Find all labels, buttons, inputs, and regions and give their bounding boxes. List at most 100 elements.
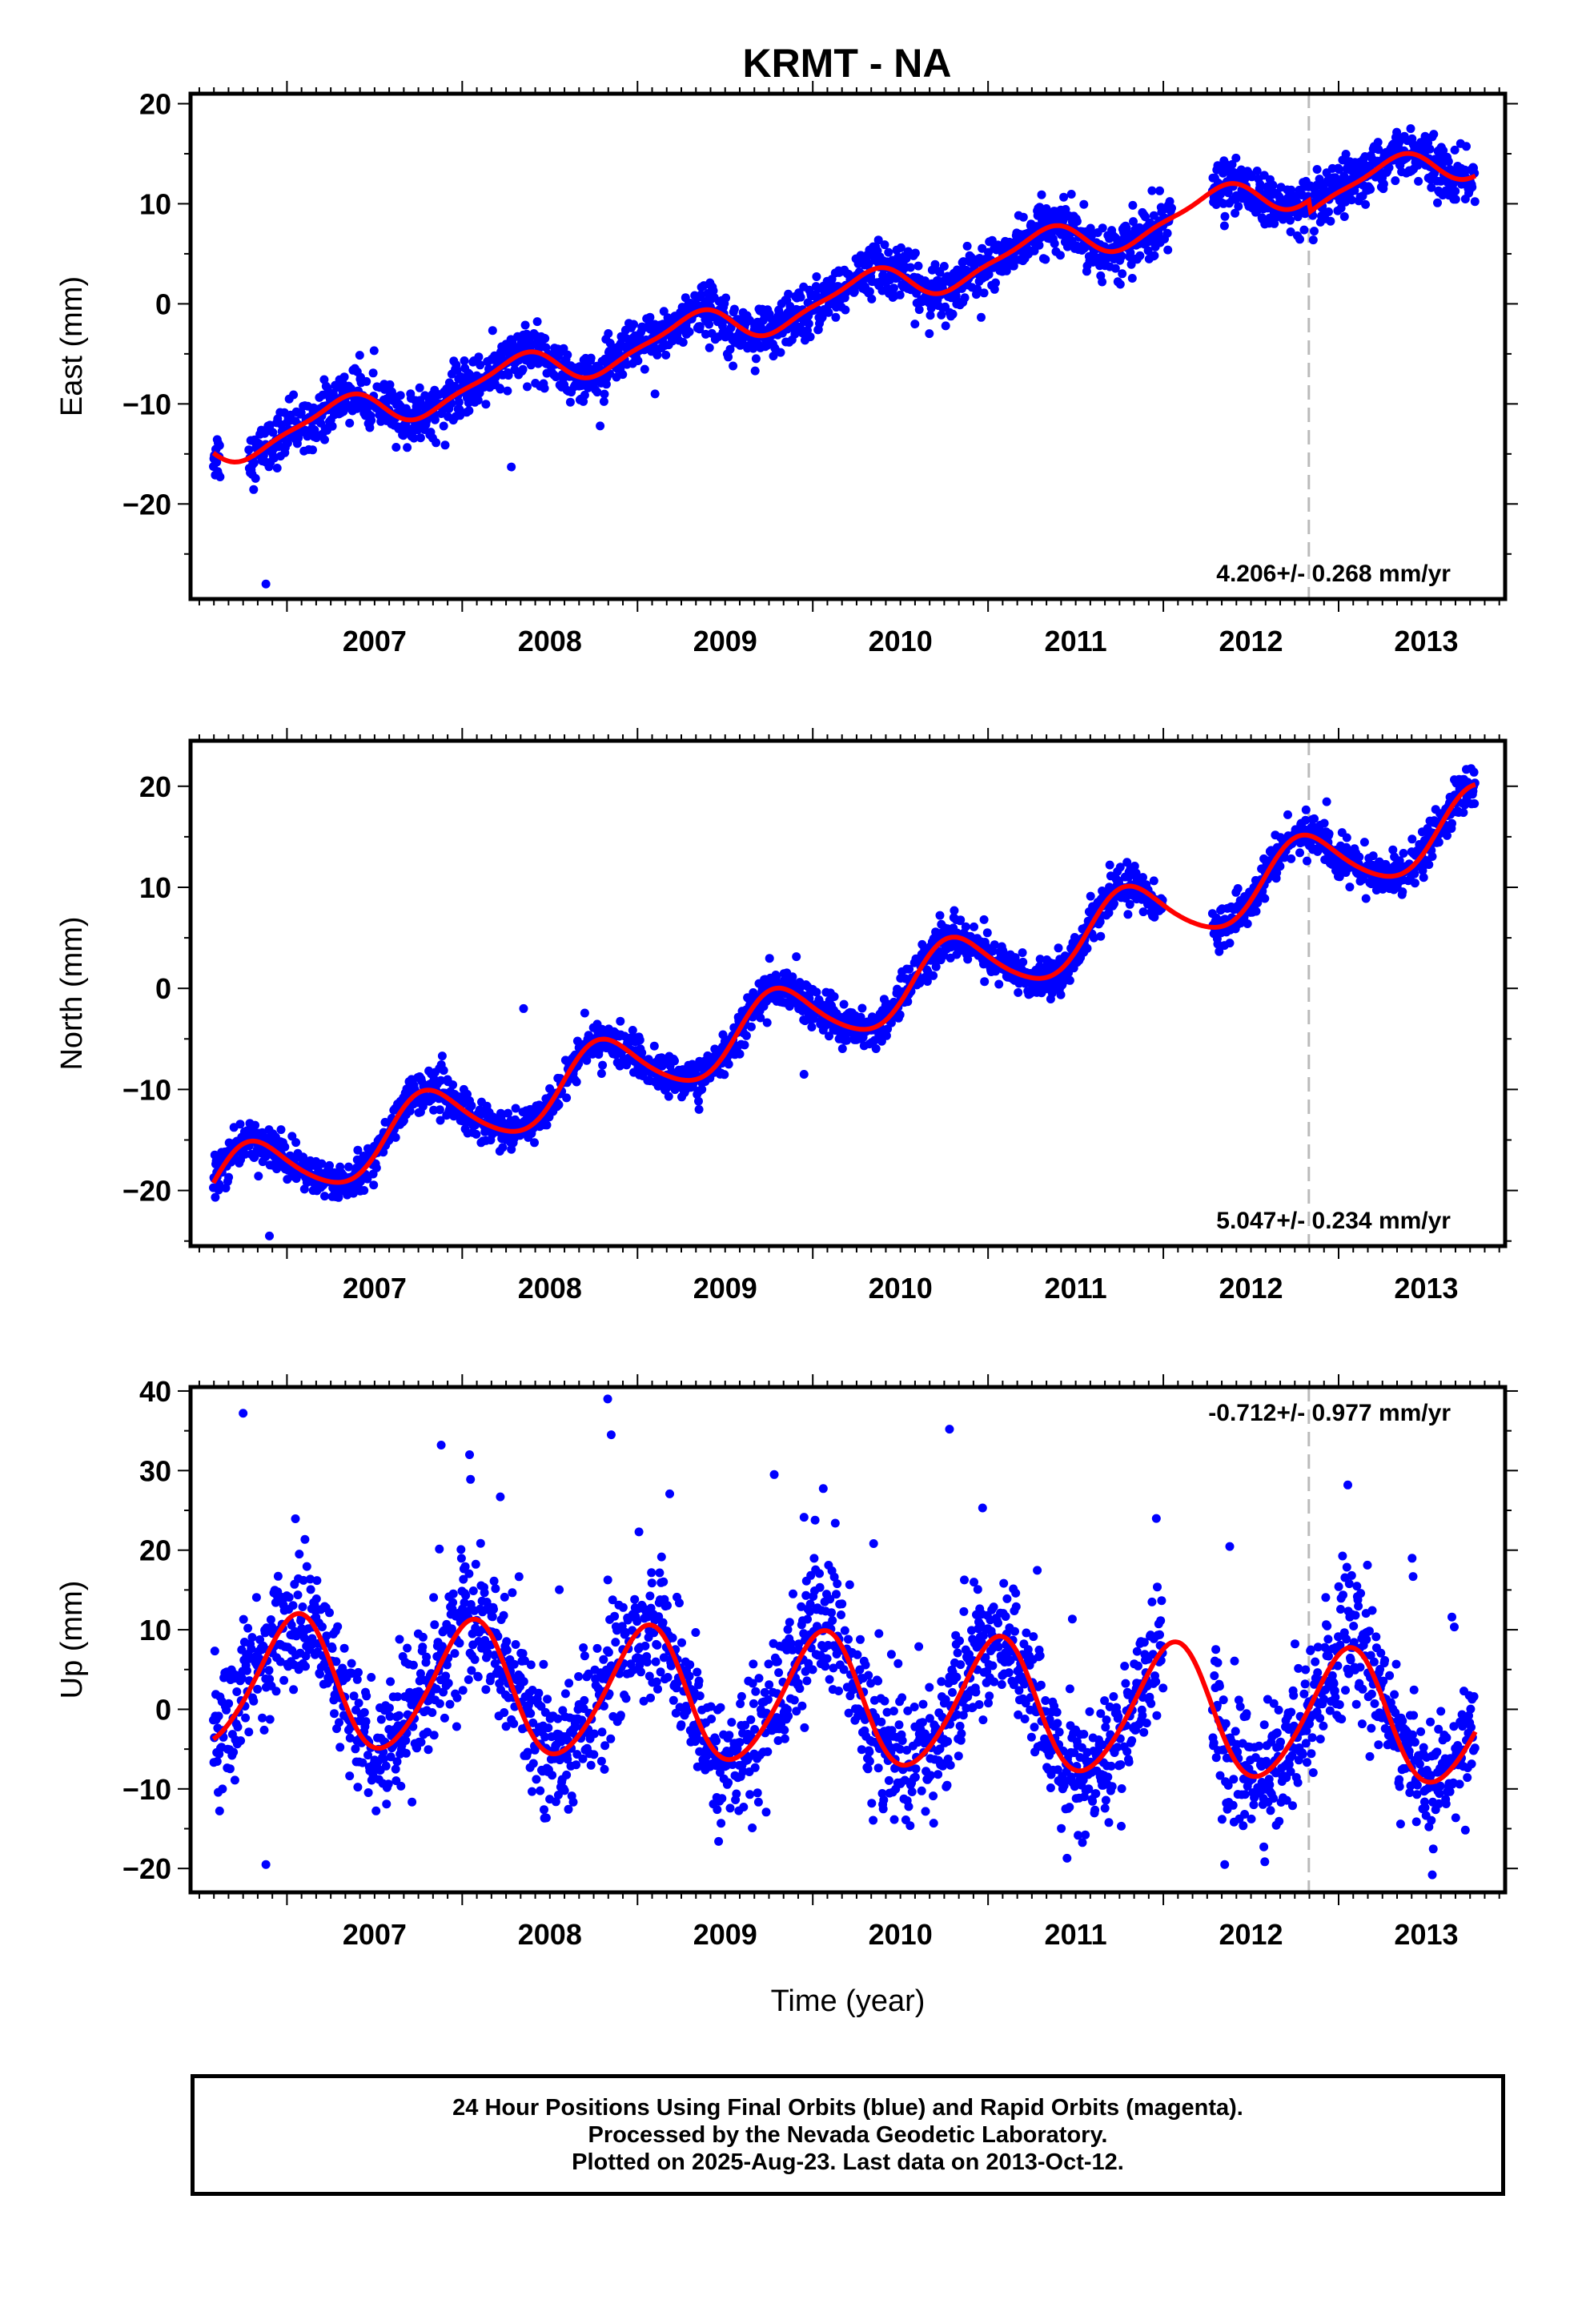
data-point: [1247, 172, 1257, 182]
x-tick-label: 2013: [1394, 625, 1458, 657]
data-point: [896, 243, 905, 252]
data-point: [405, 1106, 415, 1116]
data-point: [1050, 239, 1059, 248]
data-point: [970, 922, 978, 931]
data-point: [720, 1070, 729, 1080]
data-point: [518, 364, 528, 374]
data-point: [1469, 767, 1479, 777]
data-point: [1429, 130, 1439, 139]
data-point: [1167, 203, 1176, 213]
x-tick-label: 2007: [343, 1272, 407, 1305]
data-point: [805, 332, 815, 342]
x-tick-label: 2009: [693, 1272, 757, 1305]
data-point: [1373, 138, 1383, 147]
data-point: [1406, 124, 1415, 134]
data-point: [1286, 215, 1295, 225]
velocity-rate-label: 5.047+/- 0.234 mm/yr: [1216, 1208, 1451, 1234]
data-point: [254, 1172, 263, 1181]
data-point: [678, 338, 688, 347]
data-point: [637, 1048, 647, 1058]
data-point: [1398, 887, 1407, 897]
data-point: [1220, 211, 1230, 221]
panel-east: 2007 2008 2009 2010 2011 2012 2013−20−1001020E…: [55, 81, 1518, 657]
data-point: [464, 406, 474, 416]
data-point: [409, 433, 419, 443]
data-point: [1059, 192, 1069, 202]
data-point: [1143, 246, 1153, 255]
data-point: [1468, 183, 1477, 192]
data-point: [734, 315, 744, 324]
data-point: [1054, 943, 1063, 953]
data-point: [1047, 988, 1057, 998]
data-point: [812, 987, 821, 997]
data-point: [941, 321, 950, 331]
data-point: [436, 1076, 446, 1085]
data-point: [922, 977, 932, 986]
data-point: [935, 911, 945, 920]
data-point: [697, 290, 705, 300]
data-point: [1359, 838, 1369, 847]
data-point: [1041, 255, 1050, 264]
data-point: [961, 922, 970, 931]
data-point: [484, 364, 493, 374]
data-point: [1414, 176, 1423, 186]
data-point: [721, 293, 731, 303]
data-point: [994, 979, 1004, 989]
data-point: [1303, 856, 1311, 866]
data-point: [363, 1174, 372, 1184]
data-point: [540, 384, 549, 393]
data-point: [1018, 948, 1027, 958]
data-point: [1105, 860, 1114, 870]
data-point: [724, 1059, 733, 1069]
data-point: [635, 1035, 644, 1045]
data-point: [895, 290, 905, 300]
data-point: [251, 473, 260, 483]
data-point: [735, 1049, 745, 1059]
data-point: [990, 940, 999, 950]
data-point: [1399, 849, 1408, 858]
data-point: [580, 1008, 589, 1018]
data-point: [415, 383, 424, 392]
data-point: [460, 356, 469, 365]
data-point: [1410, 879, 1419, 888]
data-point: [592, 388, 602, 397]
data-point: [1098, 223, 1107, 233]
y-axis-label: North (mm): [55, 916, 89, 1070]
data-point: [540, 334, 550, 344]
data-point: [1391, 176, 1400, 186]
data-point: [1335, 165, 1344, 175]
data-point: [265, 420, 275, 430]
data-point: [1335, 872, 1344, 882]
data-point: [339, 372, 349, 382]
data-point: [596, 1069, 606, 1078]
data-point: [582, 1055, 592, 1065]
data-point: [1231, 153, 1241, 163]
data-point: [1055, 251, 1065, 260]
data-point: [473, 396, 483, 405]
data-point: [1268, 180, 1278, 190]
data-point: [1213, 939, 1223, 949]
data-point: [901, 254, 911, 263]
data-point: [849, 287, 859, 296]
data-point: [562, 1093, 572, 1103]
data-point: [215, 1180, 224, 1189]
data-point: [448, 1080, 458, 1090]
data-point: [1451, 195, 1460, 204]
data-point: [1086, 891, 1095, 901]
data-point: [829, 992, 839, 1001]
data-point: [1231, 208, 1240, 218]
data-point: [645, 312, 655, 322]
data-point: [807, 1023, 817, 1031]
y-tick-label: 20: [139, 87, 171, 120]
data-point: [694, 1104, 704, 1114]
data-point: [1345, 883, 1355, 892]
data-point: [1123, 910, 1133, 919]
data-point: [344, 1162, 353, 1172]
data-point-outlier: [519, 1003, 528, 1013]
data-point: [440, 440, 450, 450]
data-point: [825, 1031, 833, 1041]
data-point: [913, 261, 923, 271]
x-tick-label: 2010: [869, 625, 933, 657]
data-point: [1425, 144, 1435, 154]
data-point: [1299, 225, 1309, 235]
